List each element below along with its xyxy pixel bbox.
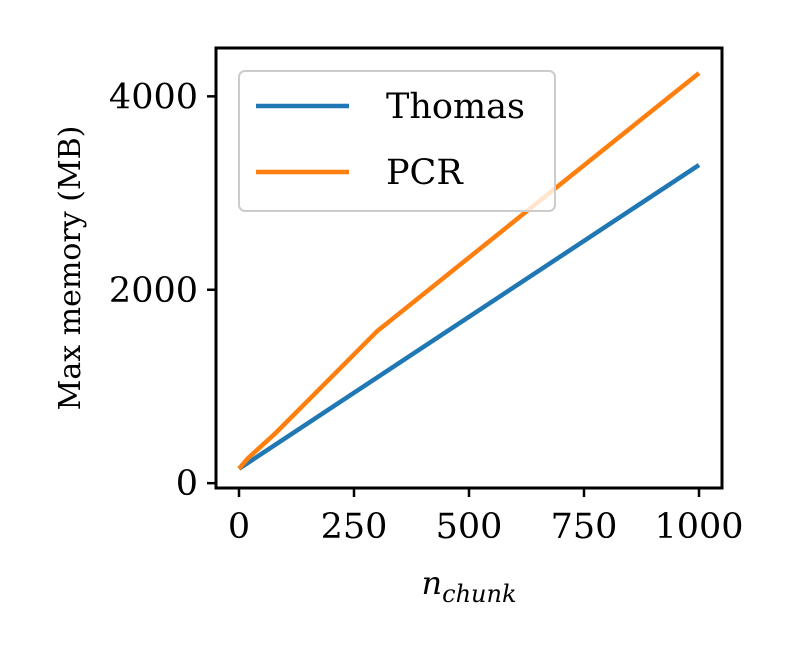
- legend-label-thomas: Thomas: [386, 87, 525, 127]
- legend: Thomas PCR: [238, 70, 556, 212]
- x-tick-label: 0: [228, 507, 250, 547]
- series-line-thomas: [237, 163, 701, 471]
- x-tick-label: 1000: [654, 507, 743, 547]
- x-axis-label: nchunk: [422, 564, 517, 608]
- legend-entries: Thomas PCR: [256, 87, 525, 193]
- legend-label-pcr: PCR: [386, 153, 464, 193]
- x-tick-label: 250: [321, 507, 388, 547]
- y-axis-label: Max memory (MB): [53, 126, 88, 411]
- series-layer: [237, 71, 701, 471]
- ticks-layer: 0 250 500 750 1000 0 2000 4000: [109, 77, 744, 547]
- x-axis-label-subscript: chunk: [442, 580, 516, 608]
- x-tick-label: 500: [436, 507, 503, 547]
- y-tick-label: 2000: [109, 271, 198, 311]
- y-tick-label: 4000: [109, 77, 198, 117]
- series-line-pcr: [237, 71, 701, 471]
- x-axis-label-main: n: [422, 564, 443, 602]
- x-tick-label: 750: [551, 507, 618, 547]
- y-tick-label: 0: [176, 464, 198, 504]
